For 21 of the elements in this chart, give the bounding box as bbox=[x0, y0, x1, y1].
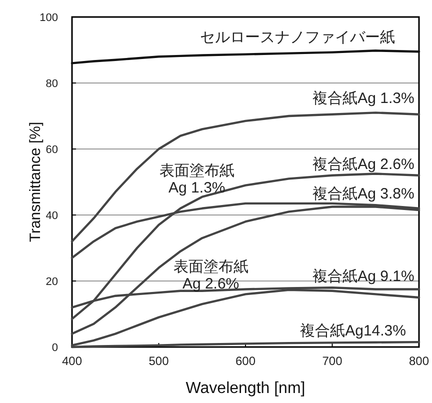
x-tick-label: 700 bbox=[322, 354, 343, 368]
x-tick-label: 500 bbox=[148, 354, 170, 368]
annotation: 複合紙Ag 2.6% bbox=[312, 156, 414, 173]
annotation: 複合紙Ag 1.3% bbox=[312, 90, 414, 107]
x-tick-label: 800 bbox=[408, 354, 430, 368]
y-tick-label: 60 bbox=[46, 144, 58, 156]
y-tick-label: 20 bbox=[46, 276, 58, 288]
y-tick-label: 80 bbox=[46, 78, 58, 90]
y-tick-label: 40 bbox=[46, 210, 58, 222]
y-tick-label: 100 bbox=[40, 12, 58, 24]
x-tick-label: 400 bbox=[62, 354, 82, 368]
x-axis-title: Wavelength [nm] bbox=[186, 380, 306, 397]
y-axis-title: Transmittance [%] bbox=[27, 122, 44, 242]
annotation: セルロースナノファイバー紙 bbox=[200, 28, 396, 46]
annotation: 複合紙Ag14.3% bbox=[300, 322, 406, 340]
x-tick-label: 600 bbox=[235, 354, 256, 368]
annotation: 複合紙Ag 9.1% bbox=[312, 268, 414, 286]
annotation: 複合紙Ag 3.8% bbox=[312, 186, 414, 203]
annotation: 表面塗布紙 Ag 2.6% bbox=[173, 258, 248, 292]
y-tick-label: 0 bbox=[52, 342, 58, 354]
annotation: 表面塗布紙 Ag 1.3% bbox=[159, 162, 234, 197]
